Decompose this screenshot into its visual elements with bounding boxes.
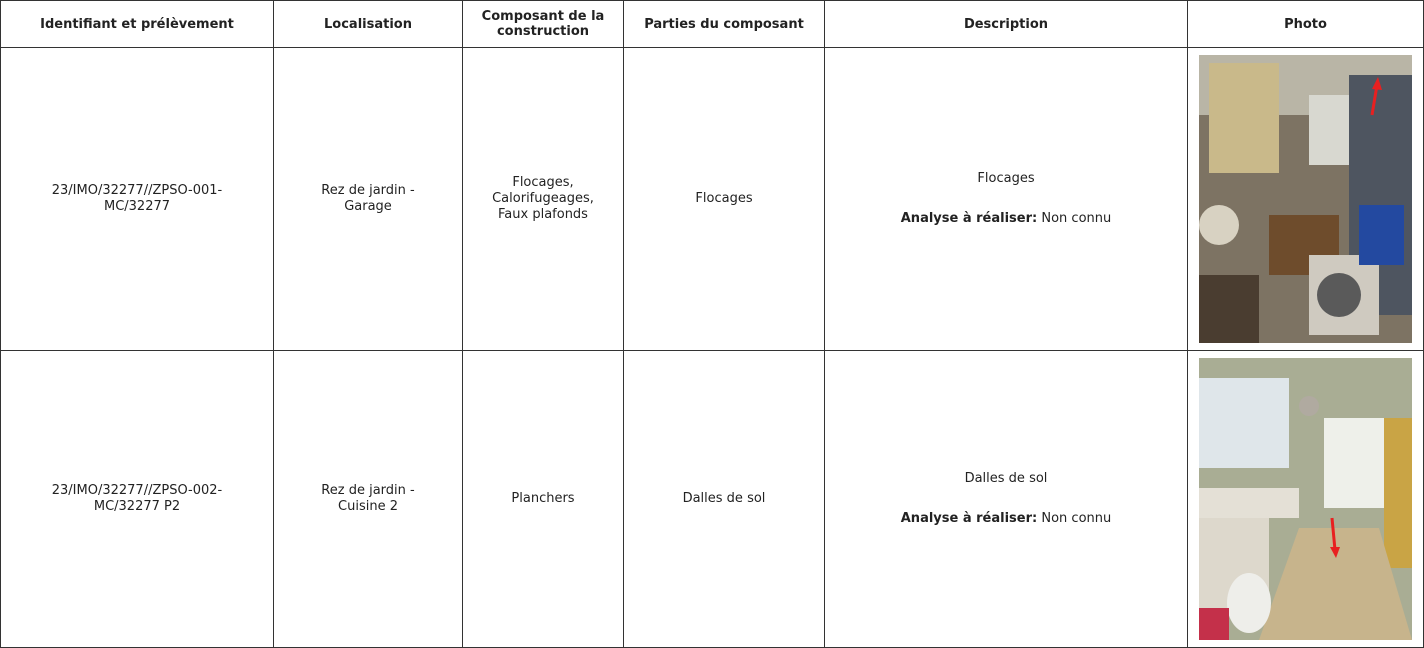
cell: Flocages (623, 47, 825, 351)
analyse: Analyse à réaliser: Non connu (829, 511, 1183, 527)
cell: Dalles de sol (623, 350, 825, 648)
cell: Flocages, Calorifugeages, Faux plafonds (462, 47, 624, 351)
header-cell: Identifiant et prélèvement (0, 0, 274, 48)
cell: Planchers (462, 350, 624, 648)
photo (1199, 55, 1412, 343)
cell: 23/IMO/32277//ZPSO-001-MC/32277 (0, 47, 274, 351)
cell: Flocages Analyse à réaliser: Non connu (824, 47, 1188, 351)
cell (1187, 47, 1424, 351)
table-row: 23/IMO/32277//ZPSO-002-MC/32277 P2 Rez d… (0, 350, 1424, 648)
description-title: Dalles de sol (964, 471, 1048, 486)
header-row: Identifiant et prélèvement Localisation … (0, 0, 1424, 48)
photo (1199, 358, 1412, 640)
analyse-label: Analyse à réaliser: (900, 211, 1038, 226)
header-cell: Description (824, 0, 1188, 48)
header-cell: Photo (1187, 0, 1424, 48)
header-cell: Parties du composant (623, 0, 825, 48)
analyse: Analyse à réaliser: Non connu (829, 211, 1183, 227)
header-cell: Localisation (273, 0, 463, 48)
cell: Rez de jardin - Garage (273, 47, 463, 351)
cell: Dalles de sol Analyse à réaliser: Non co… (824, 350, 1188, 648)
table-row: 23/IMO/32277//ZPSO-001-MC/32277 Rez de j… (0, 47, 1424, 351)
cell: Rez de jardin - Cuisine 2 (273, 350, 463, 648)
description-title: Flocages (977, 171, 1035, 186)
analyse-value: Non connu (1041, 511, 1112, 526)
header-cell: Composant de la construction (462, 0, 624, 48)
cell (1187, 350, 1424, 648)
analyse-label: Analyse à réaliser: (900, 511, 1038, 526)
analyse-value: Non connu (1041, 211, 1112, 226)
cell: 23/IMO/32277//ZPSO-002-MC/32277 P2 (0, 350, 274, 648)
